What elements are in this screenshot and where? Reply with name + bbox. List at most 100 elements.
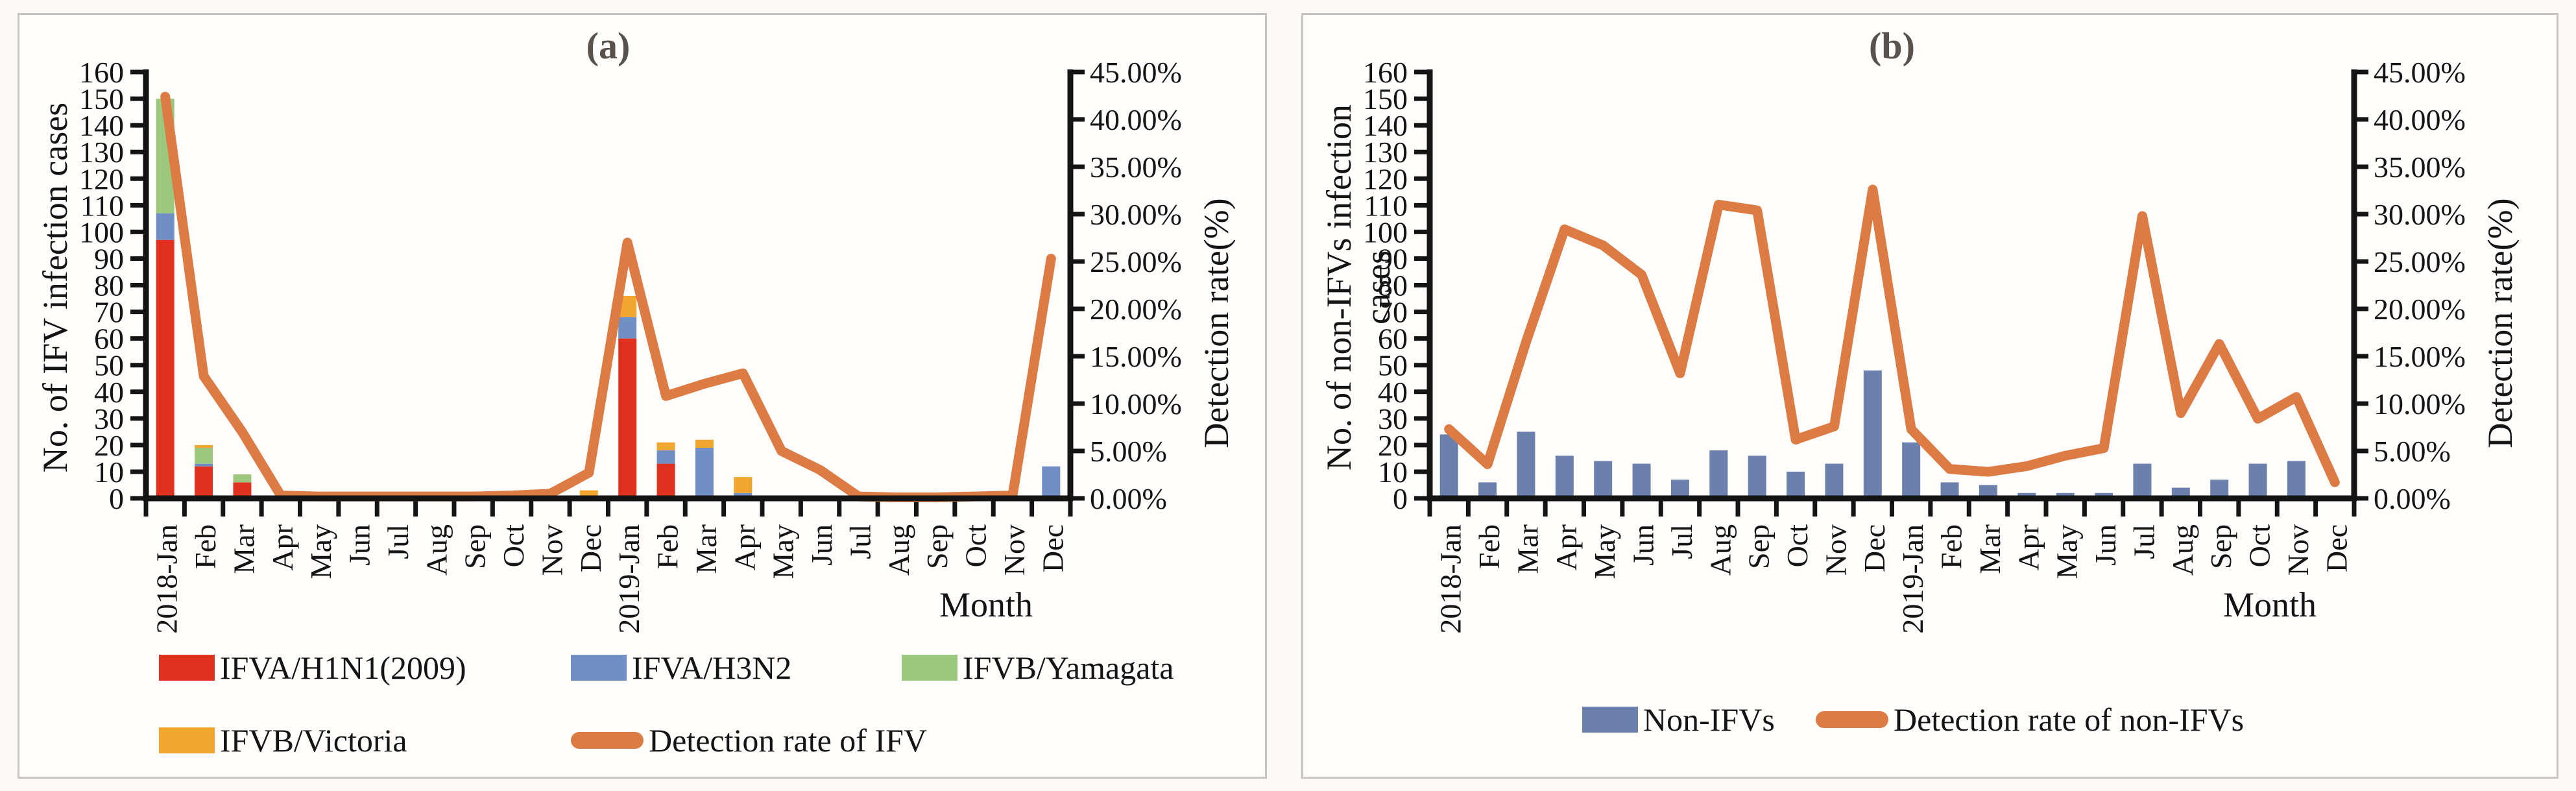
y-axis-tick-label-left: 150 <box>1363 82 1408 116</box>
y-axis-tick-label-right: 25.00% <box>1090 245 1182 278</box>
x-axis-tick-label: Mar <box>690 524 723 574</box>
x-axis-tick-label: Jun <box>343 524 376 566</box>
y-axis-title-left-a: No. of IFV infection cases <box>36 102 75 473</box>
x-axis-tick-label: Sep <box>1742 524 1776 569</box>
legend-label: Non-IFVs <box>1643 701 1775 738</box>
x-axis-tick-label: Apr <box>2012 524 2045 571</box>
bar-segment-IFVA-H3N2 <box>695 447 714 498</box>
x-axis-tick-label: Sep <box>459 524 492 569</box>
y-axis-tick-label-left: 130 <box>79 136 124 169</box>
bar-segment-IFVB-Victoria <box>195 444 213 448</box>
y-axis-tick-label-left: 160 <box>1363 56 1408 89</box>
x-axis-tick-label: Oct <box>2243 524 2276 568</box>
legend-color-swatch <box>571 655 627 681</box>
bar-segment-Non-IFVs <box>2171 487 2190 498</box>
plot-area-b: 0102030405060708090100110120130140150160… <box>1363 56 2466 634</box>
legend-label: IFVB/Victoria <box>220 722 407 759</box>
chart-panel-b: 0 10 20 30 40 50 60 70 80 90 100 110 120 130 140 150 160… <box>1301 13 2558 779</box>
y-axis-tick-label-left: 60 <box>94 322 124 356</box>
bar-segment-Non-IFVs <box>2017 493 2036 498</box>
y-axis-tick-label-right: 45.00% <box>2374 56 2466 89</box>
x-axis-tick-label: Nov <box>1819 524 1852 576</box>
x-axis-tick-label: Apr <box>266 524 299 571</box>
y-axis-tick-label-right: 10.00% <box>2374 387 2466 420</box>
legend-item: IFVB/Yamagata <box>902 650 1174 686</box>
x-axis-title-a: Month <box>939 585 1033 624</box>
x-axis-tick-label: Aug <box>1703 524 1737 576</box>
y-axis-title-right-b: Detection rate(%) <box>2481 198 2520 448</box>
bar-segment-Non-IFVs <box>1632 463 1651 498</box>
x-axis-tick-label: Nov <box>535 524 568 576</box>
bar-segment-IFVB-Yamagata <box>156 99 175 213</box>
y-axis-tick-label-left: 80 <box>94 269 124 302</box>
x-axis-tick-label: Oct <box>1781 524 1814 568</box>
legend-color-swatch <box>159 655 215 681</box>
bar-segment-IFVA-H3N2 <box>156 213 175 240</box>
y-axis-tick-label-left: 110 <box>80 189 124 222</box>
y-axis-tick-label-left: 120 <box>79 162 124 195</box>
legend-item: IFVA/H1N1(2009) <box>159 650 466 686</box>
y-axis-tick-label-left: 120 <box>1363 162 1408 195</box>
y-axis-tick-label-right: 30.00% <box>1090 198 1182 231</box>
bar-segment-IFVB-Victoria <box>734 477 752 493</box>
y-axis-tick-label-right: 35.00% <box>2374 151 2466 184</box>
x-axis-tick-label: May <box>304 524 337 579</box>
x-axis-tick-label: Feb <box>651 524 684 569</box>
y-axis-tick-label-left: 70 <box>94 296 124 329</box>
y-axis-tick-label-left: 50 <box>1378 349 1408 382</box>
x-axis-tick-label: Jul <box>2127 524 2160 559</box>
bar-segment-Non-IFVs <box>2133 463 2152 498</box>
x-axis-tick-label: Jul <box>381 524 415 559</box>
y-axis-tick-label-left: 10 <box>1378 456 1408 489</box>
legend-item: IFVB/Victoria <box>159 722 407 759</box>
x-axis-tick-label: Dec <box>1858 524 1891 572</box>
x-axis-tick-label: Mar <box>1511 524 1544 574</box>
bar-segment-Non-IFVs <box>1940 482 1959 498</box>
bar-segment-IFVA-H3N2 <box>656 450 675 464</box>
bar-segment-Non-IFVs <box>1902 442 1921 498</box>
x-axis-tick-label: Mar <box>227 524 260 574</box>
x-axis-tick-label: Oct <box>497 524 530 568</box>
bar-segment-Non-IFVs <box>1555 456 1574 498</box>
y-axis-tick-label-right: 15.00% <box>2374 340 2466 373</box>
x-axis-tick-label: 2019-Jan <box>1896 524 1929 634</box>
x-axis-tick-label: Jul <box>1665 524 1698 559</box>
x-axis-tick-label: Nov <box>998 524 1031 576</box>
bar-segment-Non-IFVs <box>1709 450 1728 498</box>
bar-segment-Non-IFVs <box>2326 495 2344 498</box>
y-axis-title-right-a: Detection rate(%) <box>1197 198 1236 448</box>
y-axis-tick-label-left: 140 <box>79 109 124 142</box>
legend-item: Detection rate of IFV <box>571 722 927 759</box>
x-axis-tick-label: Sep <box>2204 524 2237 569</box>
bar-segment-Non-IFVs <box>1594 461 1613 498</box>
legend-label: Detection rate of IFV <box>649 722 928 759</box>
y-axis-tick-label-left: 100 <box>79 215 124 249</box>
x-axis-tick-label: Dec <box>2320 524 2353 572</box>
bar-segment-IFVA-H3N2 <box>618 317 637 339</box>
bar-segment-Non-IFVs <box>2056 493 2075 498</box>
bar-segment-Non-IFVs <box>1670 480 1689 498</box>
y-axis-tick-label-left: 30 <box>94 402 124 435</box>
y-axis-tick-label-right: 30.00% <box>2374 198 2466 231</box>
bar-segment-IFVA-H3N2 <box>1042 466 1061 498</box>
y-axis-tick-label-left: 40 <box>1378 376 1408 409</box>
bar-segment-Non-IFVs <box>2210 480 2229 498</box>
y-axis-tick-label-right: 40.00% <box>2374 103 2466 136</box>
x-axis-tick-label: 2018-Jan <box>1434 524 1467 634</box>
y-axis-title-left-b: No. of non-IFVs infection cases <box>1319 104 1397 470</box>
chart-title-a: (a) <box>586 25 631 67</box>
x-axis-tick-label: Feb <box>189 524 222 569</box>
bar-segment-Non-IFVs <box>1979 485 1997 498</box>
legend-label: IFVA/H1N1(2009) <box>220 650 466 686</box>
y-axis-tick-label-left: 30 <box>1378 402 1408 435</box>
y-axis-tick-label-left: 160 <box>79 56 124 89</box>
y-axis-tick-label-left: 60 <box>1378 322 1408 356</box>
x-axis-tick-label: Apr <box>1550 524 1583 571</box>
y-axis-tick-label-left: 90 <box>94 242 124 275</box>
bar-segment-Non-IFVs <box>1863 370 1882 498</box>
x-axis-tick-label: Aug <box>882 524 915 576</box>
legend-line-swatch <box>1816 711 1888 728</box>
bar-segment-Non-IFVs <box>1439 434 1458 498</box>
detection-rate-line <box>160 91 1056 503</box>
x-axis-tick-label: May <box>1588 524 1621 579</box>
